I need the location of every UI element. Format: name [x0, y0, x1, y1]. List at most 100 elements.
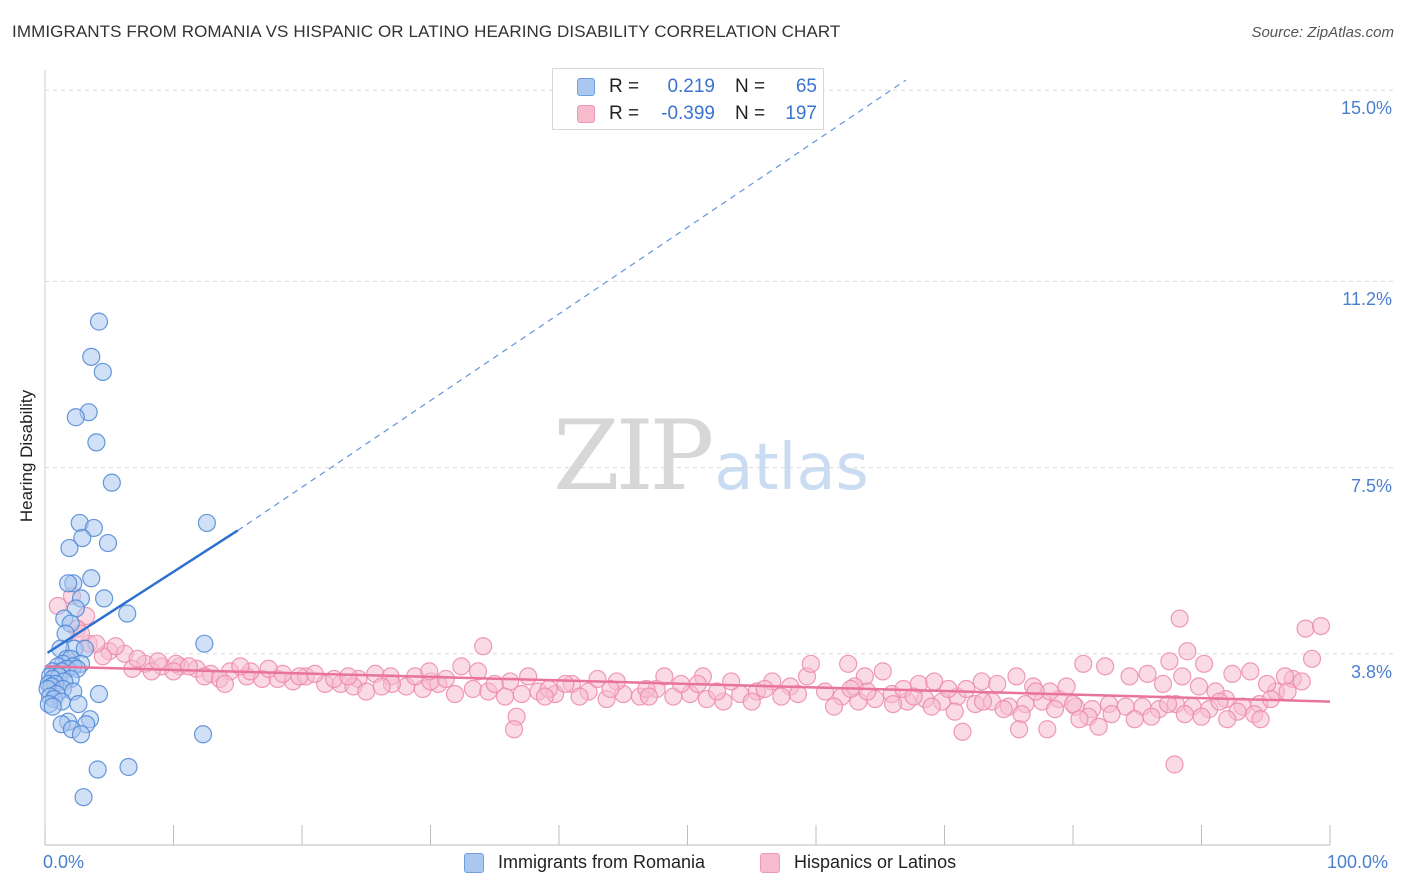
bottom-legend-swatch-blue — [464, 852, 484, 873]
data-point-hispanic — [1070, 710, 1089, 729]
data-point-hispanic — [570, 687, 589, 706]
data-point-hispanic — [904, 687, 923, 706]
data-point-hispanic — [1194, 654, 1214, 673]
data-point-hispanic — [474, 637, 493, 656]
legend-n-label: N = — [735, 76, 766, 97]
data-point-hispanic — [858, 682, 877, 701]
data-point-hispanic — [1063, 694, 1083, 714]
x-tick-label-max: 100.0% — [1327, 852, 1389, 872]
data-point-hispanic — [1089, 717, 1108, 736]
data-point-romania — [82, 569, 101, 588]
data-point-hispanic — [1045, 700, 1065, 719]
data-point-hispanic — [1302, 649, 1322, 668]
data-point-hispanic — [957, 679, 976, 699]
data-point-hispanic — [468, 662, 488, 681]
data-point-hispanic — [939, 679, 958, 699]
data-point-hispanic — [1165, 755, 1184, 774]
trend-line-hispanic — [44, 665, 1331, 703]
data-point-hispanic — [922, 697, 941, 716]
data-point-romania — [73, 528, 92, 548]
data-point-romania — [71, 725, 91, 744]
chart-title: IMMIGRANTS FROM ROMANIA VS HISPANIC OR L… — [12, 22, 841, 41]
data-point-hispanic — [1170, 609, 1189, 628]
data-point-hispanic — [290, 667, 309, 686]
data-point-hispanic — [1296, 619, 1315, 638]
y-tick-label: 11.2% — [1342, 289, 1392, 310]
correlation-legend: R = 0.219 N = 65 R = -0.399 N = 197 — [552, 68, 824, 130]
data-point-hispanic — [801, 654, 820, 673]
data-point-hispanic — [452, 657, 471, 676]
data-point-hispanic — [1192, 707, 1211, 726]
data-point-romania — [43, 697, 62, 716]
data-point-hispanic — [1038, 720, 1057, 739]
bottom-legend-romania: Immigrants from Romania — [464, 852, 705, 873]
data-point-hispanic — [148, 652, 168, 671]
data-point-hispanic — [639, 687, 659, 706]
data-point-hispanic — [824, 697, 844, 716]
data-point-hispanic — [1210, 692, 1229, 711]
data-point-hispanic — [1102, 705, 1121, 724]
data-point-romania — [75, 639, 94, 658]
legend-row-romania: R = 0.219 N = 65 — [577, 74, 817, 100]
data-point-hispanic — [1178, 642, 1197, 661]
data-point-romania — [95, 589, 114, 608]
data-point-romania — [84, 518, 103, 538]
data-point-hispanic — [588, 669, 607, 689]
watermark: ZIPatlas — [553, 400, 869, 512]
data-point-hispanic — [883, 694, 903, 714]
data-point-hispanic — [945, 702, 964, 721]
data-point-hispanic — [755, 679, 774, 699]
data-point-hispanic — [1158, 694, 1178, 714]
data-point-hispanic — [445, 684, 465, 704]
y-tick-label: 3.8% — [1350, 661, 1392, 682]
data-point-romania — [89, 684, 109, 704]
data-point-hispanic — [436, 669, 456, 689]
data-point-romania — [82, 347, 101, 366]
legend-row-hispanic: R = -0.399 N = 197 — [577, 101, 817, 127]
data-point-hispanic — [1257, 674, 1277, 694]
data-point-hispanic — [463, 679, 483, 699]
data-point-romania — [59, 574, 78, 593]
data-point-hispanic — [873, 662, 892, 681]
data-point-hispanic — [1138, 664, 1157, 683]
data-point-romania — [195, 634, 214, 653]
data-point-hispanic — [742, 692, 761, 711]
data-point-hispanic — [1009, 720, 1029, 739]
legend-r-label: R = — [609, 76, 640, 97]
y-tick-label: 15.0% — [1340, 98, 1392, 119]
legend-n-label: N = — [735, 103, 766, 124]
bottom-legend-label: Immigrants from Romania — [498, 852, 706, 872]
data-point-hispanic — [707, 682, 727, 701]
data-point-hispanic — [215, 674, 234, 694]
data-point-romania — [89, 312, 109, 331]
data-point-hispanic — [1311, 616, 1331, 636]
data-point-romania — [88, 760, 107, 779]
x-tick-label-min: 0.0% — [43, 852, 85, 872]
data-point-hispanic — [1189, 677, 1209, 696]
watermark-zip: ZIP — [553, 400, 714, 512]
data-point-hispanic — [128, 649, 147, 668]
data-point-hispanic — [1218, 710, 1237, 729]
y-tick-label: 7.5% — [1350, 475, 1392, 496]
data-point-hispanic — [1292, 672, 1311, 691]
data-point-romania — [87, 433, 106, 452]
legend-r-value: 0.219 — [667, 76, 715, 97]
trend-line-romania — [46, 529, 239, 654]
data-point-hispanic — [973, 692, 993, 711]
data-point-hispanic — [372, 677, 391, 696]
data-point-hispanic — [1125, 710, 1144, 729]
data-point-hispanic — [1057, 677, 1076, 696]
data-point-hispanic — [519, 667, 538, 686]
data-point-hispanic — [1251, 710, 1270, 729]
legend-swatch-pink — [577, 105, 595, 123]
bottom-legend-hispanic: Hispanics or Latinos — [760, 852, 956, 873]
legend-r-value: -0.399 — [661, 103, 715, 124]
data-point-hispanic — [953, 722, 972, 741]
data-point-hispanic — [556, 674, 575, 694]
data-point-hispanic — [357, 682, 376, 701]
data-point-romania — [66, 408, 85, 427]
data-point-hispanic — [195, 667, 214, 686]
data-point-hispanic — [535, 687, 554, 706]
data-point-romania — [197, 513, 217, 533]
data-point-hispanic — [1096, 657, 1115, 676]
